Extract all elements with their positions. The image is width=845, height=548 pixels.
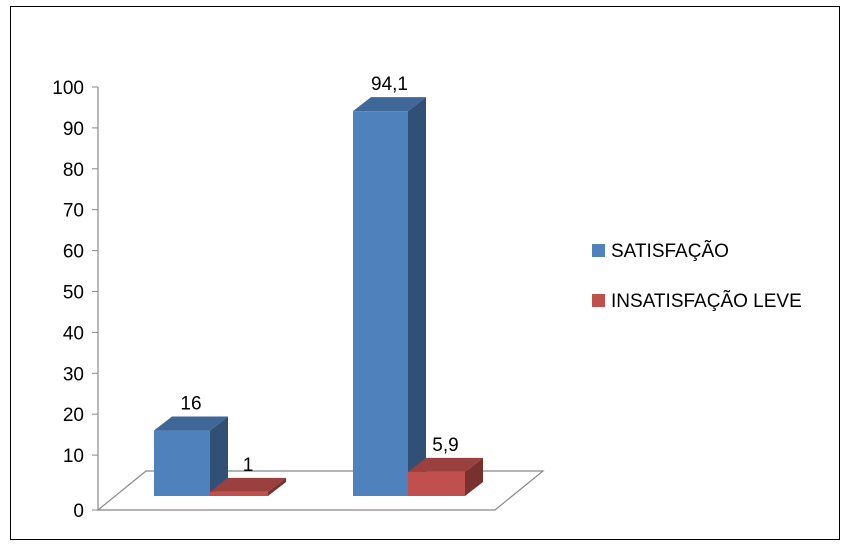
bars [154,97,483,497]
y-tick-label: 100 [52,78,84,99]
y-axis: 0 10 20 30 40 50 60 70 80 90 100 [52,78,99,522]
y-tick-label: 60 [63,242,84,263]
legend-swatch-satisfacao [592,244,605,257]
y-tick-label: 20 [63,405,84,426]
bar-satisfacao [154,416,228,496]
bar-top [210,477,286,492]
legend: SATISFAÇÃO INSATISFAÇÃO LEVE [592,240,802,312]
legend-swatch-insatisfacao-leve [592,294,605,307]
y-tick-label: 80 [63,160,84,181]
legend-label-insatisfacao-leve: INSATISFAÇÃO LEVE [611,290,802,312]
data-label: 94,1 [371,74,408,95]
y-tick-label: 10 [63,446,84,467]
y-tick-label: 40 [63,323,84,344]
y-tick-label: 50 [63,283,84,304]
y-tick-label: 0 [73,501,84,522]
bar-side [268,477,286,496]
bar-side [465,457,483,496]
bar-side [408,97,426,497]
bar-insatisfacao-leve [210,477,286,496]
data-label: 1 [243,455,254,476]
y-tick-label: 90 [63,119,84,140]
bar-side [210,416,228,496]
bar-front [408,471,465,496]
legend-label-satisfacao: SATISFAÇÃO [611,240,729,262]
bar-satisfacao [353,97,426,497]
bar-insatisfacao-leve [408,457,483,496]
y-tick-label: 70 [63,201,84,222]
bar-front [210,491,268,496]
data-labels: 16 1 94,1 5,9 [180,74,458,476]
data-label: 16 [180,394,201,415]
data-label: 5,9 [432,435,458,456]
bar-top [154,416,228,431]
bar-top [353,97,426,112]
y-tick-label: 30 [63,364,84,385]
bar-top [408,457,483,472]
bar-front [154,430,210,496]
bar-front [353,111,408,497]
